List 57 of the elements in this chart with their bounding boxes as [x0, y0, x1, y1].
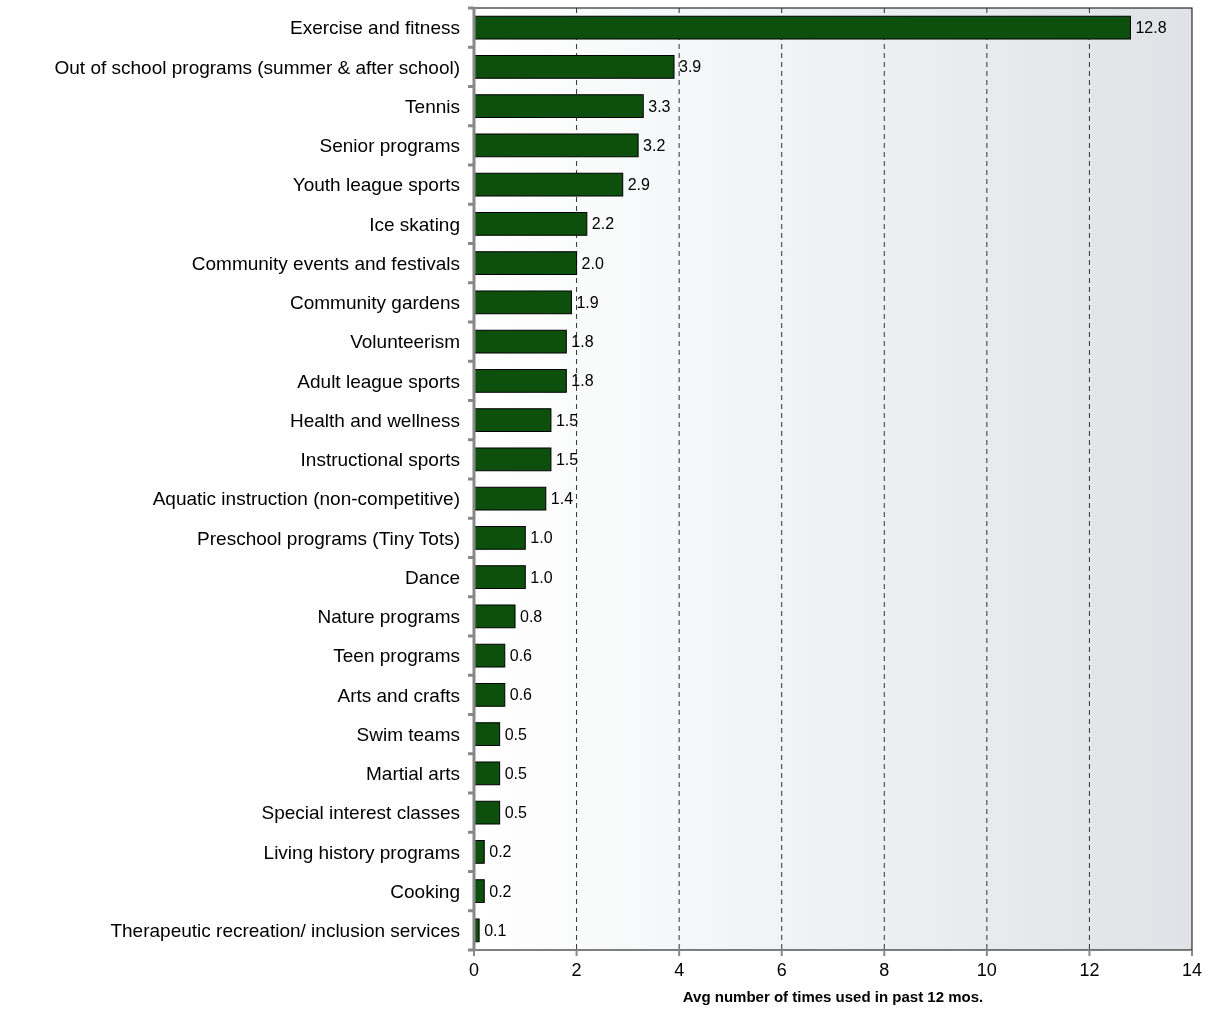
data-label: 0.2 — [489, 843, 512, 861]
data-label: 2.0 — [581, 254, 604, 272]
data-label: 2.9 — [627, 176, 651, 194]
data-label: 1.5 — [555, 450, 579, 468]
y-tick-label: Therapeutic recreation/ inclusion services — [110, 920, 460, 942]
x-tick-label: 10 — [976, 960, 997, 980]
data-label: 0.6 — [509, 647, 533, 665]
y-tick-label: Cooking — [390, 880, 460, 902]
y-tick-label: Youth league sports — [292, 174, 460, 196]
data-label: 3.9 — [679, 58, 702, 76]
data-label: 0.5 — [504, 725, 527, 743]
y-tick-label: Tennis — [405, 95, 460, 117]
y-tick-label: Preschool programs (Tiny Tots) — [197, 527, 460, 549]
y-tick-label: Teen programs — [333, 645, 460, 667]
data-label: 1.0 — [530, 529, 553, 547]
y-tick-label: Aquatic instruction (non-competitive) — [152, 488, 460, 510]
x-tick-label: 14 — [1181, 960, 1203, 980]
y-tick-label: Ice skating — [369, 213, 460, 235]
data-label: 1.9 — [576, 293, 599, 311]
data-label: 0.5 — [504, 804, 527, 822]
data-label: 1.4 — [550, 490, 574, 508]
y-tick-label: Swim teams — [356, 723, 460, 745]
data-label: 0.8 — [520, 607, 543, 625]
y-tick-label: Community events and festivals — [191, 252, 460, 274]
data-label: 1.5 — [555, 411, 579, 429]
x-tick-label: 6 — [776, 960, 787, 980]
y-tick-label: Exercise and fitness — [289, 17, 460, 39]
y-tick-label: Volunteerism — [350, 331, 460, 353]
data-label: 3.2 — [643, 136, 666, 154]
data-label: 0.2 — [489, 882, 512, 900]
x-tick-label: 2 — [571, 960, 582, 980]
data-label: 3.3 — [648, 97, 671, 115]
data-label: 0.1 — [484, 921, 507, 939]
x-axis-title: Avg number of times used in past 12 mos. — [682, 988, 984, 1005]
x-tick-label: 8 — [879, 960, 890, 980]
x-tick-label: 0 — [468, 960, 480, 980]
data-label: 1.0 — [530, 568, 553, 586]
y-tick-label: Senior programs — [319, 135, 460, 157]
y-tick-label: Arts and crafts — [337, 684, 460, 706]
y-tick-label: Dance — [405, 566, 460, 588]
y-tick-label: Special interest classes — [261, 802, 460, 824]
data-label: 12.8 — [1135, 19, 1167, 37]
data-label: 0.6 — [509, 686, 533, 704]
y-tick-label: Instructional sports — [300, 449, 460, 471]
x-tick-label: 12 — [1079, 960, 1100, 980]
y-tick-label: Adult league sports — [297, 370, 460, 392]
y-tick-label: Nature programs — [317, 606, 460, 628]
y-tick-label: Martial arts — [366, 763, 460, 785]
data-label: 1.8 — [571, 372, 594, 390]
x-tick-label: 4 — [674, 960, 685, 980]
data-label: 2.2 — [591, 215, 615, 233]
y-tick-label: Out of school programs (summer & after school) — [54, 56, 460, 78]
y-tick-label: Health and wellness — [289, 409, 460, 431]
data-label: 0.5 — [504, 764, 527, 782]
y-tick-label: Living history programs — [263, 841, 460, 863]
y-tick-label: Community gardens — [289, 292, 460, 314]
data-label: 1.8 — [571, 333, 594, 351]
